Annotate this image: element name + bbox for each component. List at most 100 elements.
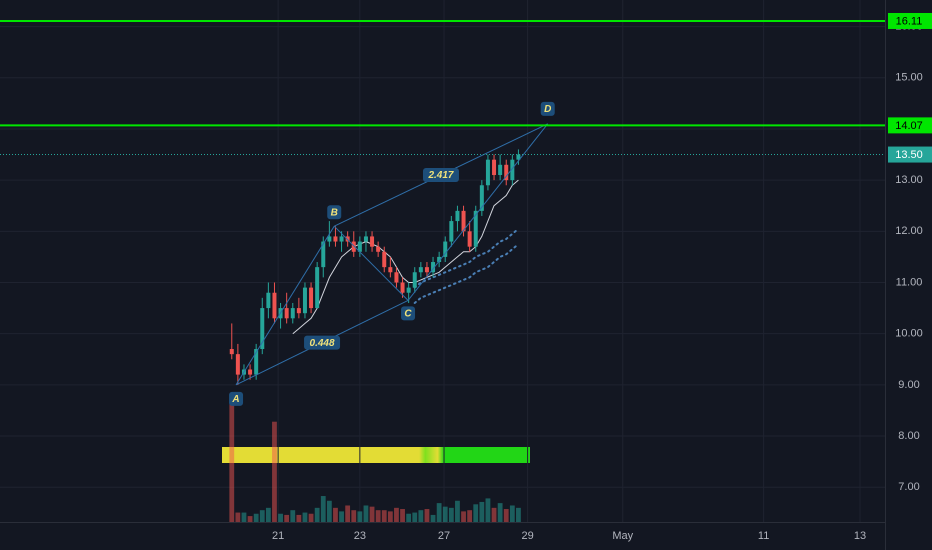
volume-bar <box>516 507 521 522</box>
x-tick-label: 13 <box>854 530 866 542</box>
volume-bar <box>387 511 393 522</box>
volume-layer <box>229 404 521 522</box>
pattern-line <box>235 225 335 386</box>
candle-body <box>431 262 436 273</box>
pattern-label: C <box>404 309 412 320</box>
pattern-label-box <box>540 101 555 116</box>
volume-bar <box>430 514 436 522</box>
volume-bar <box>418 510 424 522</box>
volume-bar <box>436 503 442 522</box>
y-tick-label: 13.00 <box>895 174 923 186</box>
volume-bar <box>412 512 418 522</box>
volume-bar <box>491 507 497 522</box>
volume-bar <box>497 503 503 522</box>
volume-bar <box>345 505 351 522</box>
level-label-box <box>888 12 932 29</box>
level-label-box <box>888 117 932 134</box>
band-line <box>413 227 520 289</box>
volume-bar <box>375 510 381 522</box>
plot-layer: A B C D 0.448 2.417 <box>0 19 885 406</box>
pattern-label-box <box>327 205 342 220</box>
candle-body <box>394 272 399 283</box>
candle-body <box>510 159 515 181</box>
candle-body <box>376 246 381 252</box>
candle-body <box>406 287 411 293</box>
volume-bar <box>394 507 399 522</box>
level-label: 13.50 <box>895 149 923 161</box>
candle-body <box>516 154 521 160</box>
candle-body <box>461 210 466 232</box>
volume-bar <box>473 504 479 522</box>
ratio-label: 2.417 <box>427 170 453 181</box>
candle-body <box>235 354 240 375</box>
candle-body <box>400 282 405 293</box>
band-line <box>413 243 520 304</box>
pattern-label: D <box>544 104 551 115</box>
volume-bar <box>308 513 314 522</box>
candle-body <box>333 236 338 242</box>
y-tick-label: 9.00 <box>898 379 919 391</box>
volume-bar <box>290 510 296 522</box>
ratio-label-box <box>304 335 341 350</box>
y-tick-label: 7.00 <box>898 481 919 493</box>
x-tick-label: 11 <box>758 530 769 542</box>
indicator-strip <box>222 447 530 463</box>
candle-body <box>370 236 375 247</box>
candle-body <box>248 369 253 375</box>
level-label-box <box>888 146 932 163</box>
volume-bar <box>241 512 247 522</box>
volume-bar <box>259 510 265 522</box>
volume-bar <box>461 511 466 522</box>
volume-bar <box>302 512 308 522</box>
candle-body <box>284 308 289 319</box>
candle-body <box>272 292 277 319</box>
volume-bar <box>381 510 387 522</box>
candle-body <box>467 231 472 247</box>
axes-layer: 7.008.009.0010.0011.0012.0013.0014.0015.… <box>272 12 932 542</box>
volume-bar <box>333 507 338 522</box>
volume-bar <box>406 513 412 522</box>
y-tick-label: 15.00 <box>895 72 923 84</box>
volume-bar <box>448 507 454 522</box>
y-tick-label: 10.00 <box>895 328 923 340</box>
candle-body <box>443 241 448 257</box>
volume-bar <box>229 404 235 522</box>
x-tick-label: 21 <box>272 530 284 542</box>
volume-bar <box>284 514 290 522</box>
candle-body <box>351 241 356 252</box>
candle-body <box>455 210 460 222</box>
pattern-label-box <box>401 306 416 321</box>
volume-bar <box>479 501 485 522</box>
candle-body <box>260 308 265 350</box>
pattern-label-box <box>229 391 244 406</box>
y-tick-label: 8.00 <box>898 430 919 442</box>
volume-bar <box>485 498 491 522</box>
candle-body <box>498 164 503 176</box>
pattern-line <box>333 225 409 301</box>
candle-body <box>504 164 509 181</box>
x-tick-label: 23 <box>354 530 366 542</box>
candle-body <box>418 267 423 273</box>
volume-bar <box>339 511 344 522</box>
candle-body <box>382 251 387 268</box>
candle-body <box>290 308 295 319</box>
candle-body <box>479 185 484 211</box>
volume-bar <box>357 511 363 522</box>
volume-bar <box>503 509 509 522</box>
candle-body <box>449 221 454 242</box>
candle-body <box>437 256 442 263</box>
grid <box>0 0 885 522</box>
volume-bar <box>235 512 241 522</box>
pattern-line <box>407 123 549 301</box>
candle-body <box>363 236 368 242</box>
candle-body <box>302 287 307 314</box>
candle-body <box>327 236 332 242</box>
ratio-label: 0.448 <box>310 338 335 349</box>
candle-body <box>424 267 429 273</box>
volume-bar <box>363 505 369 522</box>
candle-body <box>266 292 271 309</box>
x-tick-label: 27 <box>438 530 450 542</box>
volume-bar <box>265 507 271 522</box>
